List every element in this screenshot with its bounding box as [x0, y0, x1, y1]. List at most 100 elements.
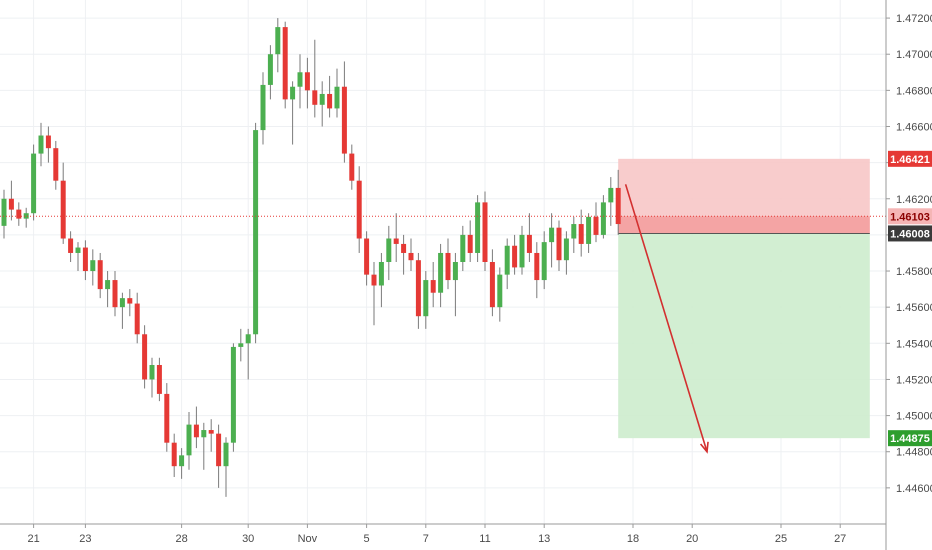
candle-up — [334, 86, 340, 109]
candle-down — [445, 252, 451, 281]
candle-up — [438, 252, 444, 293]
candle-down — [615, 187, 621, 225]
candle-up — [201, 430, 207, 438]
candle-down — [8, 198, 14, 210]
candle-down — [282, 27, 288, 100]
candle-up — [179, 455, 185, 467]
candle-up — [290, 86, 296, 100]
candle-up — [90, 260, 96, 272]
price-label: 1.44875 — [890, 433, 930, 445]
candle-up — [245, 334, 251, 344]
candle-down — [556, 227, 562, 261]
price-label-bg — [888, 150, 932, 167]
price-label-bg — [888, 225, 932, 242]
candle-down — [193, 424, 199, 438]
candle-down — [208, 430, 214, 434]
candle-down — [97, 260, 103, 290]
candle-down — [112, 280, 118, 308]
candle-up — [297, 72, 303, 87]
candle-up — [571, 224, 577, 239]
candle-up — [149, 364, 155, 380]
candle-down — [415, 260, 421, 317]
projection-arrowhead — [699, 441, 709, 454]
candle-down — [578, 224, 584, 244]
candle-up — [105, 280, 111, 290]
x-tick-label: 27 — [834, 533, 846, 545]
candle-down — [526, 234, 532, 253]
candle-up — [75, 247, 81, 253]
candle-up — [38, 135, 44, 154]
x-tick-label: 28 — [175, 533, 187, 545]
candle-up — [600, 202, 606, 235]
y-tick-label: 1.45600 — [896, 302, 932, 314]
y-tick-label: 1.44600 — [896, 483, 932, 495]
candle-down — [349, 153, 355, 181]
candle-up — [1, 198, 7, 226]
x-tick-label: 18 — [627, 533, 639, 545]
y-tick-label: 1.47000 — [896, 49, 932, 61]
candle-up — [238, 343, 244, 347]
candle-up — [549, 227, 555, 243]
candle-up — [586, 216, 592, 244]
candle-up — [23, 213, 29, 219]
candle-up — [31, 153, 37, 214]
candle-down — [171, 442, 177, 467]
x-tick-label: 20 — [686, 533, 698, 545]
candle-up — [423, 280, 429, 317]
y-tick-label: 1.44800 — [896, 447, 932, 459]
price-label-bg — [888, 430, 932, 447]
y-tick-label: 1.45800 — [896, 266, 932, 278]
candle-down — [134, 303, 140, 335]
y-tick-label: 1.45000 — [896, 411, 932, 423]
candle-down — [164, 393, 170, 443]
candle-down — [430, 280, 436, 293]
candle-up — [319, 93, 325, 105]
candle-down — [312, 90, 318, 105]
candle-up — [260, 84, 266, 131]
candle-down — [45, 135, 51, 149]
candle-down — [327, 93, 333, 109]
candle-up — [475, 202, 481, 253]
candle-down — [467, 234, 473, 253]
candle-up — [119, 298, 125, 308]
candle-down — [304, 72, 310, 91]
x-tick-label: 7 — [423, 533, 429, 545]
x-tick-label: 21 — [27, 533, 39, 545]
projection-arrow-line — [624, 184, 708, 452]
candle-down — [482, 202, 488, 262]
candle-down — [341, 86, 347, 154]
candle-up — [386, 238, 392, 262]
candle-down — [68, 238, 74, 253]
candle-down — [60, 180, 66, 239]
x-tick-label: 30 — [242, 533, 254, 545]
price-label: 1.46103 — [890, 211, 930, 223]
candle-down — [216, 433, 222, 467]
candle-down — [408, 252, 414, 261]
candle-up — [460, 234, 466, 262]
candle-down — [371, 274, 377, 286]
x-tick-label: 11 — [479, 533, 490, 545]
x-tick-label: 13 — [538, 533, 550, 545]
candle-up — [504, 245, 510, 275]
take-profit-zone — [618, 233, 870, 439]
x-tick-label: 23 — [79, 533, 91, 545]
candle-up — [267, 54, 273, 85]
candle-up — [452, 262, 458, 281]
y-tick-label: 1.46200 — [896, 194, 932, 206]
candle-up — [541, 242, 547, 281]
overlays — [0, 184, 886, 454]
x-tick-label: 25 — [775, 533, 787, 545]
candle-up — [275, 27, 281, 55]
candle-down — [401, 243, 407, 253]
candles — [1, 18, 621, 497]
candle-down — [82, 247, 88, 272]
price-label-bg — [888, 208, 932, 225]
candle-down — [393, 238, 399, 244]
candle-down — [364, 238, 370, 275]
candle-down — [156, 364, 162, 394]
candle-down — [142, 334, 148, 380]
candle-up — [253, 130, 259, 335]
candle-down — [593, 216, 599, 235]
